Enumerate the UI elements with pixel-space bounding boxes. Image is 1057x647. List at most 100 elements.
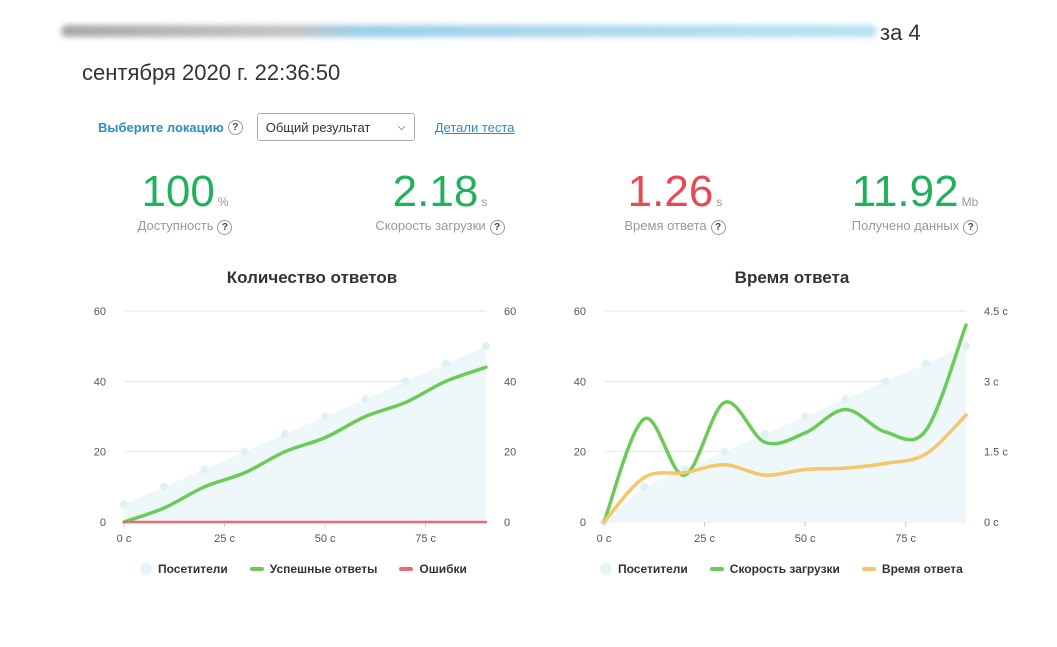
series-line-2 [602, 413, 968, 524]
legend-label: Скорость загрузки [729, 562, 840, 576]
y-tick-label-left: 40 [574, 376, 586, 388]
x-tick-label: 75 с [415, 533, 436, 545]
x-tick-label: 50 с [795, 533, 816, 545]
metric-availability: 100% Доступность? [130, 168, 240, 235]
y-tick-label-left: 0 [100, 517, 106, 529]
help-icon[interactable]: ? [489, 220, 505, 235]
data-point-visitors [962, 342, 970, 351]
data-point-visitors [441, 359, 450, 368]
data-point-visitors [240, 447, 249, 456]
metric-value: 11.92 [851, 167, 959, 216]
legend-marker [140, 563, 152, 575]
x-tick-label: 50 с [315, 533, 336, 545]
metric-label: Получено данных [851, 218, 960, 233]
metric-value: 2.18 [392, 167, 479, 216]
legend-label: Ошибки [419, 562, 467, 576]
data-point-visitors [921, 359, 930, 368]
data-point-visitors [881, 377, 890, 386]
legend-item-errors[interactable]: Ошибки [399, 562, 467, 576]
series-area-visitors [604, 346, 966, 522]
y-tick-label-left: 20 [574, 447, 586, 459]
page-title-tail: за 4 [880, 20, 921, 45]
y-tick-label-left: 60 [94, 306, 106, 318]
chart-responses: 0 0 20 20 40 40 60 60 0 с 25 с 50 с 75 с [94, 306, 517, 545]
location-select-value: Общий результат [265, 119, 371, 135]
legend-item-visitors[interactable]: Посетители [140, 562, 228, 576]
legend-item-load-speed[interactable]: Скорость загрузки [709, 562, 840, 576]
y-tick-label-right: 0 [504, 517, 510, 529]
data-point-visitors [482, 342, 490, 351]
y-tick-label-right: 3 с [984, 376, 999, 388]
metric-data-received: 11.92 Mb Получено данных? [835, 168, 995, 235]
chevron-down-icon: ⌵ [397, 120, 406, 133]
data-point-visitors [640, 482, 649, 491]
metric-label: Время ответа [624, 218, 707, 233]
data-point-visitors [841, 394, 850, 403]
data-point-visitors [720, 447, 729, 456]
y-tick-label-left: 0 [580, 517, 586, 529]
y-tick-label-right: 1.5 с [984, 447, 1008, 459]
legend-marker [600, 563, 612, 575]
data-point-visitors [280, 430, 289, 439]
metric-label: Доступность [137, 218, 214, 233]
test-details-link[interactable]: Детали теста [434, 119, 515, 135]
legend-label: Посетители [158, 562, 228, 576]
metric-load-speed: 2.18 s Скорость загрузки? [360, 168, 520, 235]
legend-label: Посетители [618, 562, 688, 576]
metric-unit: Mb [961, 195, 979, 209]
metric-unit: s [481, 195, 488, 209]
chart-title-response-time: Время ответа [734, 268, 850, 287]
help-icon[interactable]: ? [963, 220, 979, 235]
data-point-visitors [200, 465, 209, 474]
metric-unit: % [217, 195, 229, 209]
data-point-visitors [160, 482, 169, 491]
chart-title-responses: Количество ответов [226, 268, 398, 287]
x-tick-label: 25 с [694, 533, 715, 545]
y-tick-label-right: 20 [504, 447, 516, 459]
location-row: Выберите локацию ? Общий результат ⌵ Дет… [98, 112, 514, 142]
data-point-visitors [321, 412, 330, 421]
legend-response-time: Посетители Скорость загрузки Время ответ… [600, 562, 963, 576]
x-tick-label: 25 с [214, 533, 235, 545]
legend-marker [249, 567, 264, 571]
data-point-visitors [361, 394, 370, 403]
y-tick-label-left: 20 [94, 447, 106, 459]
metric-value: 1.26 [627, 167, 714, 216]
y-tick-label-right: 40 [504, 376, 516, 388]
legend-responses: Посетители Успешные ответы Ошибки [140, 562, 467, 576]
legend-marker [709, 567, 724, 571]
metric-label: Скорость загрузки [375, 218, 486, 233]
y-tick-label-left: 60 [574, 306, 586, 318]
location-select[interactable]: Общий результат ⌵ [256, 113, 415, 141]
series-area-visitors [124, 346, 486, 522]
blurred-title-scribble [61, 25, 877, 37]
x-tick-label: 75 с [895, 533, 916, 545]
series-line-1 [122, 365, 488, 524]
metric-value: 100 [141, 167, 215, 216]
chart-response-time: 0 0 с 20 1.5 с 40 3 с 60 4.5 с 0 с 25 с 50 с 75 с [574, 306, 1009, 545]
x-tick-label: 0 с [597, 533, 612, 545]
help-icon[interactable]: ? [217, 220, 233, 235]
x-tick-label: 0 с [117, 533, 132, 545]
y-tick-label-right: 60 [504, 306, 516, 318]
metric-unit: s [716, 195, 723, 209]
legend-marker [861, 567, 876, 571]
legend-item-response-time[interactable]: Время ответа [861, 562, 963, 576]
page-title-date: сентября 2020 г. 22:36:50 [82, 60, 341, 85]
legend-marker [399, 567, 414, 571]
data-point-visitors [760, 430, 769, 439]
legend-item-success[interactable]: Успешные ответы [249, 562, 378, 576]
y-tick-label-right: 0 с [984, 517, 999, 529]
data-point-visitors [801, 412, 810, 421]
legend-item-visitors[interactable]: Посетители [600, 562, 688, 576]
data-point-visitors [120, 500, 128, 509]
metric-response-time: 1.26 s Время ответа? [605, 168, 745, 235]
y-tick-label-left: 40 [94, 376, 106, 388]
y-tick-label-right: 4.5 с [984, 306, 1008, 318]
data-point-visitors [401, 377, 410, 386]
legend-label: Успешные ответы [269, 562, 378, 576]
help-icon[interactable]: ? [710, 220, 726, 235]
location-label: Выберите локацию [98, 119, 224, 135]
help-icon[interactable]: ? [227, 119, 243, 135]
series-line-1 [602, 323, 968, 524]
